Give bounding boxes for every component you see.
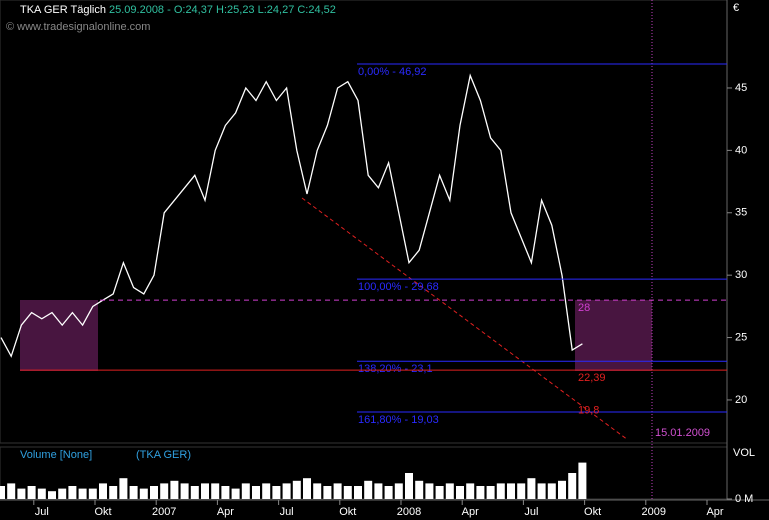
x-tick-label: Apr <box>217 506 234 518</box>
volume-bar <box>466 483 475 499</box>
y-tick-label: 25 <box>735 331 747 343</box>
volume-bar <box>364 480 373 499</box>
trend-line <box>301 197 629 441</box>
volume-bar <box>170 480 179 499</box>
x-tick-label: Apr <box>462 506 479 518</box>
volume-bar <box>282 483 291 499</box>
volume-bar <box>343 486 352 499</box>
volume-bar <box>517 483 526 499</box>
volume-bar <box>58 488 67 499</box>
y-tick-label: 40 <box>735 144 747 156</box>
volume-bar <box>109 486 118 499</box>
volume-bar <box>405 473 413 499</box>
fib-label: 138,20% - 23,1 <box>358 363 433 375</box>
quote: 25.09.2008 - O:24,37 H:25,23 L:24,27 C:2… <box>109 4 336 16</box>
volume-panel <box>0 446 728 500</box>
volume-bar <box>99 483 107 499</box>
volume-bar <box>252 486 260 499</box>
x-tick-label: Okt <box>339 506 356 518</box>
y-tick-label: 30 <box>735 269 747 281</box>
volume-bar <box>27 486 36 499</box>
volume-bar <box>139 488 148 499</box>
volume-bar <box>415 480 424 499</box>
x-tick-label: 2008 <box>397 506 421 518</box>
volume-bar <box>150 486 158 499</box>
volume-bar <box>547 483 556 499</box>
date-marker-label: 15.01.2009 <box>655 427 710 439</box>
y-axis-label: € <box>733 2 739 14</box>
volume-bar <box>0 486 5 499</box>
volume-bar <box>456 486 464 499</box>
y-tick-label: 35 <box>735 207 747 219</box>
volume-bar <box>333 483 342 499</box>
volume-bar <box>323 486 332 499</box>
volume-bar <box>262 483 271 499</box>
volume-bar <box>37 488 46 499</box>
volume-bar <box>211 483 220 499</box>
volume-bar <box>292 480 301 499</box>
annotation: 19,8 <box>578 404 599 416</box>
volume-bar <box>394 483 403 499</box>
volume-bar <box>303 478 311 499</box>
volume-bar <box>425 483 434 499</box>
x-tick-label: Okt <box>584 506 601 518</box>
x-tick-label: 2009 <box>642 506 666 518</box>
volume-bar <box>435 486 444 499</box>
x-tick-label: Jul <box>280 506 294 518</box>
volume-bar <box>180 483 189 499</box>
annotation: 22,39 <box>578 372 606 384</box>
volume-subtitle: (TKA GER) <box>136 449 191 461</box>
volume-bar <box>88 488 97 499</box>
volume-bar <box>507 483 515 499</box>
range-box <box>575 300 652 371</box>
volume-bar <box>496 483 505 499</box>
volume-bar <box>537 483 546 499</box>
y-tick-label: 45 <box>735 82 747 94</box>
volume-bar <box>68 486 77 499</box>
x-tick-label: Jul <box>524 506 538 518</box>
volume-bar <box>221 486 230 499</box>
fib-label: 0,00% - 46,92 <box>358 66 427 78</box>
x-tick-label: Okt <box>94 506 111 518</box>
volume-bar <box>578 462 587 499</box>
range-box <box>20 300 98 371</box>
volume-bar <box>568 473 577 499</box>
x-tick-label: Jul <box>35 506 49 518</box>
volume-bar <box>354 486 362 499</box>
volume-bar <box>486 486 495 499</box>
volume-bar <box>231 488 240 499</box>
volume-bar <box>374 483 383 499</box>
x-tick-label: Apr <box>706 506 723 518</box>
volume-bar <box>17 488 26 499</box>
volume-bar <box>78 488 87 499</box>
volume-bar <box>48 491 56 499</box>
volume-bar <box>313 483 322 499</box>
y-axis-label: VOL <box>733 447 755 459</box>
volume-bar <box>7 483 16 499</box>
volume-bar <box>272 486 281 499</box>
fib-label: 100,00% - 29,68 <box>358 281 439 293</box>
volume-bar <box>129 486 138 499</box>
volume-bar <box>190 486 199 499</box>
volume-bar <box>201 483 209 499</box>
volume-bar <box>445 483 454 499</box>
volume-title: Volume [None] <box>20 449 92 461</box>
annotation: 28 <box>578 302 590 314</box>
source: © www.tradesignalonline.com <box>6 21 150 33</box>
volume-bar <box>160 483 169 499</box>
y-tick-label: 0 M <box>735 493 753 505</box>
volume-bar <box>384 486 393 499</box>
volume-bar <box>241 483 250 499</box>
fib-label: 161,80% - 19,03 <box>358 414 439 426</box>
price-line <box>0 73 583 358</box>
volume-bar <box>119 478 128 499</box>
y-tick-label: 20 <box>735 394 747 406</box>
volume-bar <box>476 486 485 499</box>
volume-bar <box>558 480 566 499</box>
volume-bar <box>527 478 536 499</box>
chart-title: TKA GER Täglich <box>20 4 106 16</box>
x-tick-label: 2007 <box>152 506 176 518</box>
